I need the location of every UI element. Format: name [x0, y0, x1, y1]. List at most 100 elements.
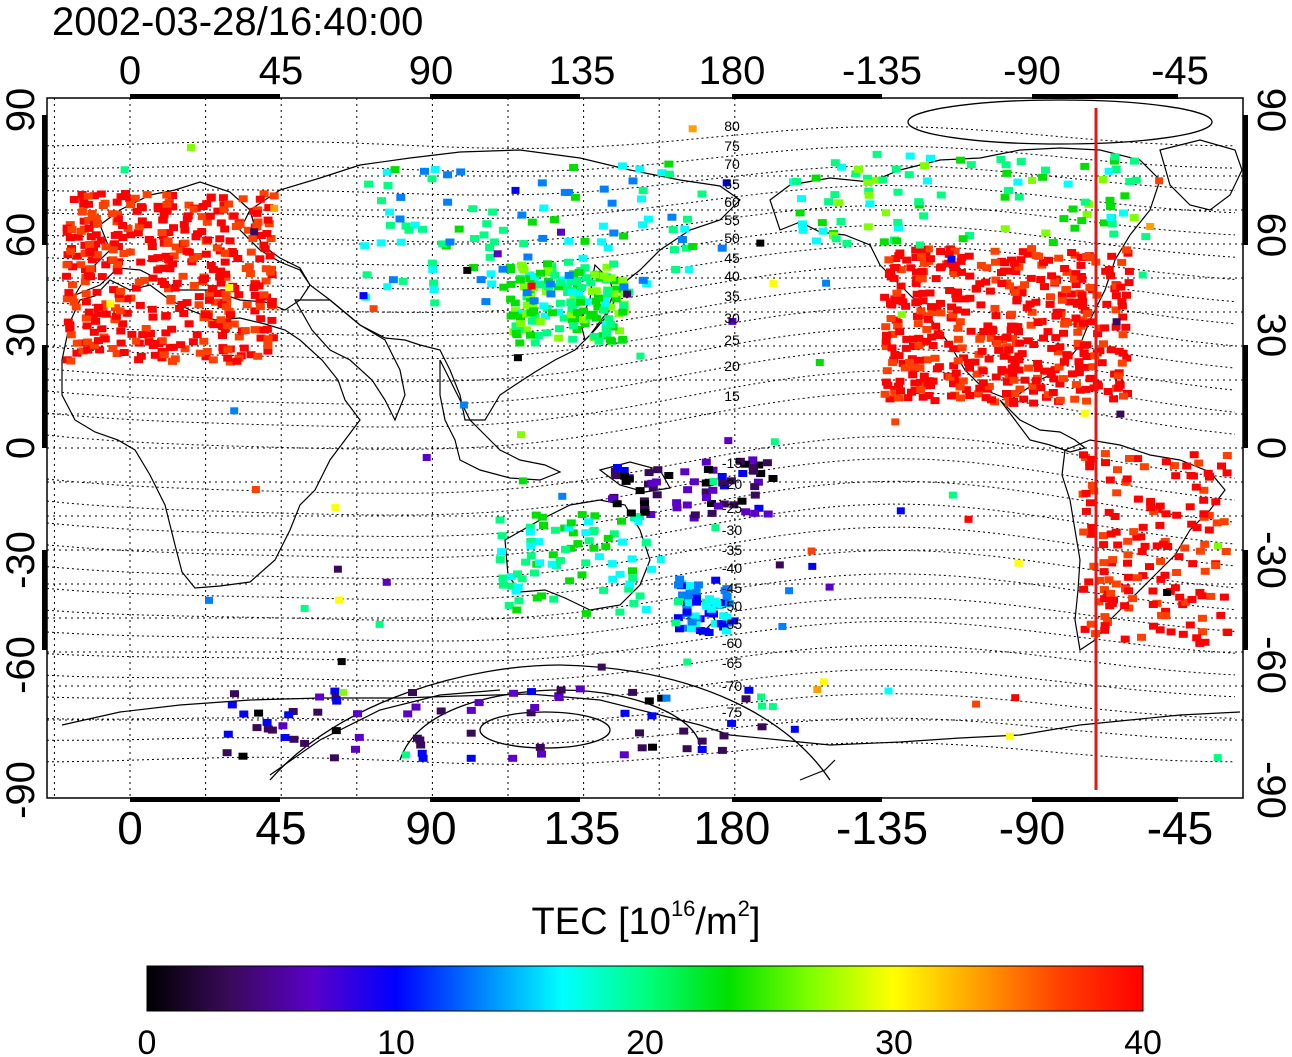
- tec-cell: [513, 583, 523, 591]
- tec-cell: [517, 309, 526, 317]
- tec-cell: [710, 597, 720, 605]
- tec-cell: [1066, 290, 1076, 298]
- tec-cell: [1117, 258, 1127, 266]
- tec-cell: [182, 247, 192, 255]
- tec-cell: [1223, 629, 1233, 636]
- tec-cell: [245, 270, 255, 277]
- tec-cell: [289, 735, 299, 743]
- tec-cell: [1133, 455, 1143, 463]
- tec-cell: [1054, 363, 1064, 371]
- tec-cell: [511, 186, 520, 194]
- tec-cell: [65, 321, 75, 329]
- tec-cell: [608, 495, 617, 503]
- tec-cell: [1078, 297, 1088, 305]
- tec-cell: [1060, 265, 1070, 272]
- tec-cell: [1024, 364, 1034, 372]
- tec-cell: [688, 243, 698, 250]
- tec-cell: [687, 625, 697, 633]
- tec-cell: [957, 254, 967, 261]
- tec-cell: [1007, 355, 1017, 363]
- tec-cell: [978, 367, 988, 375]
- tec-cell: [428, 266, 438, 274]
- tec-cell: [385, 208, 395, 216]
- tec-cell: [1100, 626, 1110, 634]
- tec-cell: [629, 599, 639, 607]
- tec-cell: [573, 309, 583, 316]
- tec-cell: [905, 152, 915, 160]
- tec-cell: [617, 517, 626, 525]
- tec-cell: [84, 308, 94, 316]
- tec-cell: [881, 343, 891, 350]
- tec-cell: [1001, 161, 1011, 169]
- tec-cell: [1059, 329, 1068, 337]
- tec-cell: [260, 245, 270, 253]
- tec-cell: [1156, 575, 1166, 583]
- tec-cell: [148, 255, 158, 263]
- tec-cell: [204, 291, 214, 299]
- tec-cell: [916, 386, 926, 394]
- tec-cell: [1222, 452, 1232, 459]
- tec-cell: [1071, 314, 1081, 322]
- tec-cell: [396, 238, 406, 246]
- tec-cell: [894, 352, 904, 360]
- contour-line: [47, 503, 1236, 559]
- tec-cell: [683, 486, 693, 494]
- tec-cell: [1082, 210, 1092, 218]
- tec-cell: [1157, 611, 1166, 619]
- tec-cell: [360, 242, 370, 250]
- tec-cell: [1099, 586, 1109, 594]
- tec-cell: [116, 287, 125, 295]
- tec-cell: [813, 686, 822, 694]
- tec-cell: [1106, 589, 1116, 597]
- tec-cell: [223, 730, 233, 738]
- tec-cell: [218, 332, 227, 339]
- tec-cell: [896, 266, 906, 274]
- tec-cell: [96, 236, 106, 244]
- tec-cell: [351, 745, 360, 753]
- tec-cell: [997, 366, 1007, 374]
- tec-cell: [92, 251, 102, 259]
- tec-cell: [692, 598, 701, 606]
- tec-cell: [72, 349, 82, 357]
- tec-cell: [163, 239, 173, 247]
- tec-cell: [598, 222, 608, 230]
- tec-cell: [263, 347, 273, 355]
- tec-cell: [194, 293, 204, 301]
- tec-cell: [525, 275, 535, 283]
- tec-cell: [694, 581, 703, 589]
- tec-cell: [1077, 217, 1087, 225]
- tec-cell: [264, 204, 274, 212]
- tec-cell: [704, 478, 714, 486]
- tec-cell: [679, 727, 689, 735]
- tec-cell: [184, 201, 194, 209]
- tec-cell: [158, 216, 168, 224]
- tec-cell: [815, 359, 824, 366]
- contour-label: 80: [724, 118, 740, 134]
- tec-cell: [1198, 628, 1208, 636]
- tec-cell: [222, 298, 232, 305]
- tec-cell: [1146, 223, 1155, 230]
- tec-cell: [1015, 339, 1025, 347]
- tec-cell: [901, 302, 911, 310]
- tec-cell: [707, 509, 717, 517]
- tec-cell: [113, 267, 123, 275]
- tec-cell: [1089, 562, 1099, 570]
- tec-cell: [609, 530, 619, 538]
- tec-cell: [953, 335, 963, 343]
- top-lon-label: 135: [549, 49, 616, 93]
- tec-cell: [1038, 173, 1048, 181]
- colorbar-title-mid: /m: [695, 901, 738, 943]
- tec-cell: [911, 254, 921, 261]
- tec-cell: [62, 224, 72, 232]
- tec-cell: [892, 289, 902, 297]
- tec-cell: [910, 379, 920, 387]
- tec-cell: [615, 570, 625, 578]
- tec-region-north-america: [880, 245, 1134, 407]
- tec-cell: [1194, 459, 1204, 467]
- tec-cell: [337, 658, 346, 666]
- tec-cell: [738, 470, 748, 477]
- tec-cell: [748, 456, 758, 464]
- tec-cell: [902, 256, 912, 264]
- tec-cell: [987, 396, 996, 404]
- tec-cell: [157, 337, 167, 345]
